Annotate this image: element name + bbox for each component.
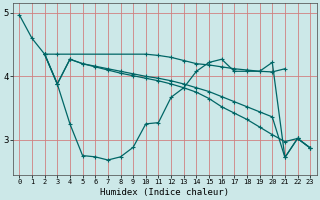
X-axis label: Humidex (Indice chaleur): Humidex (Indice chaleur) (100, 188, 229, 197)
